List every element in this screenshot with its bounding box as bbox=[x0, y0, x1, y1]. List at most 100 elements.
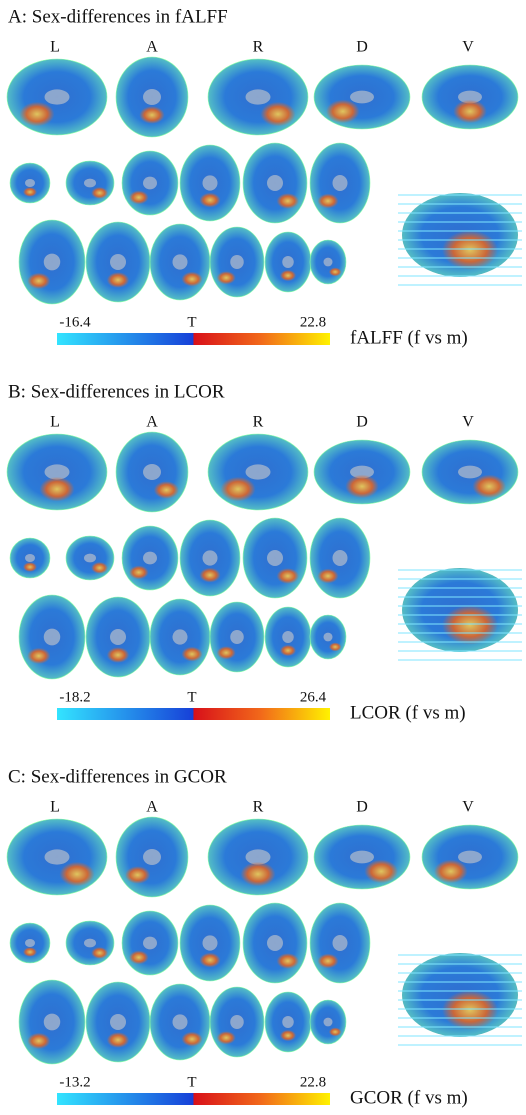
ventricle bbox=[332, 935, 348, 951]
measure-label: LCOR (f vs m) bbox=[350, 702, 466, 723]
activation bbox=[181, 646, 203, 662]
activation bbox=[216, 271, 236, 285]
view-label: A bbox=[146, 414, 158, 431]
activation bbox=[23, 562, 37, 572]
ventricle bbox=[202, 175, 218, 191]
activation bbox=[23, 947, 37, 957]
ventricle bbox=[282, 1016, 294, 1028]
panel: C: Sex-differences in GCOR L A R D V -13.2 T 22.… bbox=[6, 766, 522, 1108]
view-label: V bbox=[462, 39, 474, 56]
activation bbox=[279, 644, 297, 657]
ventricle bbox=[332, 175, 348, 191]
view-label: L bbox=[50, 414, 60, 431]
ventricle bbox=[267, 550, 283, 566]
ventricle bbox=[202, 935, 218, 951]
colorbar-label: T bbox=[187, 1074, 196, 1090]
activation bbox=[27, 272, 51, 289]
ventricle bbox=[350, 850, 374, 864]
activation bbox=[240, 861, 276, 887]
colorbar-label: T bbox=[187, 314, 196, 330]
panel-title: A: Sex-differences in fALFF bbox=[8, 6, 228, 27]
activation bbox=[181, 1031, 203, 1047]
ventricle bbox=[25, 179, 35, 187]
activation bbox=[106, 647, 130, 663]
ventricle bbox=[172, 1014, 188, 1030]
ventricle bbox=[110, 254, 126, 270]
panel-title: C: Sex-differences in GCOR bbox=[8, 766, 227, 787]
activation bbox=[23, 187, 37, 197]
view-label: D bbox=[356, 39, 368, 56]
colorbar-label: T bbox=[187, 689, 196, 705]
activation bbox=[364, 859, 399, 884]
activation bbox=[317, 193, 339, 209]
ventricle bbox=[202, 550, 218, 566]
activation bbox=[129, 950, 149, 965]
measure-label: GCOR (f vs m) bbox=[350, 1087, 468, 1108]
ventricle bbox=[43, 1013, 61, 1031]
activation bbox=[328, 642, 342, 652]
activation bbox=[453, 99, 487, 124]
ventricle bbox=[267, 175, 283, 191]
ventricle bbox=[110, 629, 126, 645]
ventricle bbox=[267, 935, 283, 951]
ventricle bbox=[143, 849, 161, 865]
ventricle bbox=[84, 178, 96, 188]
activation bbox=[19, 101, 55, 127]
activation bbox=[345, 474, 379, 499]
measure-label: fALFF (f vs m) bbox=[350, 327, 468, 348]
ventricle bbox=[84, 938, 96, 948]
ventricle bbox=[282, 256, 294, 268]
ventricle bbox=[245, 89, 271, 105]
activation bbox=[106, 1032, 130, 1048]
activation bbox=[39, 476, 75, 502]
ventricle bbox=[323, 1017, 333, 1027]
colorbar-min: -18.2 bbox=[59, 689, 90, 705]
ventricle bbox=[25, 939, 35, 947]
ventricle bbox=[458, 850, 482, 864]
view-label: R bbox=[253, 799, 264, 816]
activation bbox=[27, 1032, 51, 1049]
activation bbox=[27, 647, 51, 664]
view-label: A bbox=[146, 39, 158, 56]
view-label: L bbox=[50, 799, 60, 816]
view-label: L bbox=[50, 39, 60, 56]
ventricle bbox=[245, 849, 271, 865]
ventricle bbox=[230, 1015, 244, 1029]
ventricle bbox=[44, 849, 70, 865]
ventricle bbox=[143, 464, 161, 480]
activation bbox=[276, 568, 299, 584]
activation bbox=[199, 567, 221, 583]
colorbar-max: 22.8 bbox=[300, 314, 326, 330]
ventricle bbox=[25, 554, 35, 562]
activation bbox=[129, 190, 149, 205]
activation bbox=[153, 481, 179, 499]
ventricle bbox=[282, 631, 294, 643]
view-label: D bbox=[356, 414, 368, 431]
activation bbox=[442, 605, 498, 645]
view-label: A bbox=[146, 799, 158, 816]
activation bbox=[328, 267, 342, 277]
colorbar-max: 26.4 bbox=[300, 689, 327, 705]
ventricle bbox=[350, 465, 374, 479]
activation bbox=[216, 646, 236, 660]
colorbar-max: 22.8 bbox=[300, 1074, 326, 1090]
view-label: R bbox=[253, 414, 264, 431]
activation bbox=[276, 193, 299, 209]
ventricle bbox=[323, 632, 333, 642]
activation bbox=[129, 565, 149, 580]
activation bbox=[181, 271, 203, 287]
colorbar bbox=[57, 333, 330, 345]
activation bbox=[260, 101, 296, 127]
ventricle bbox=[332, 550, 348, 566]
ventricle bbox=[143, 176, 157, 190]
colorbar-min: -13.2 bbox=[59, 1074, 90, 1090]
ventricle bbox=[172, 254, 188, 270]
activation bbox=[139, 106, 165, 124]
ventricle bbox=[323, 257, 333, 267]
panel: B: Sex-differences in LCOR L A R D V -18.2 T 26.… bbox=[6, 381, 522, 723]
ventricle bbox=[143, 551, 157, 565]
panel: A: Sex-differences in fALFF L A R D V -16.4 T 22… bbox=[6, 6, 522, 348]
ventricle bbox=[458, 90, 482, 104]
colorbar bbox=[57, 708, 330, 720]
activation bbox=[220, 476, 256, 502]
